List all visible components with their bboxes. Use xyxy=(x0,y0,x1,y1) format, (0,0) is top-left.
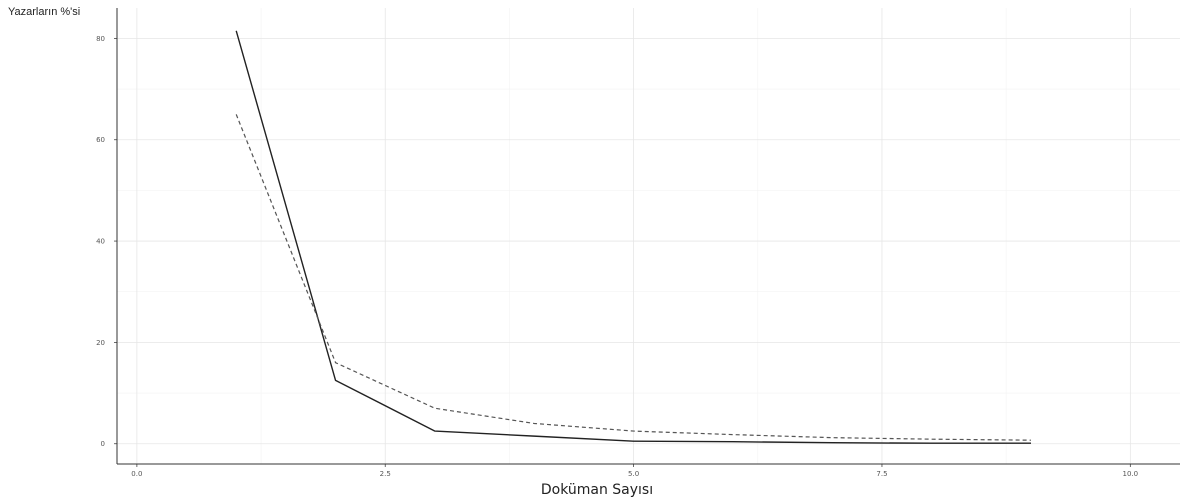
x-tick-label: 10.0 xyxy=(1123,470,1139,478)
grid-lines xyxy=(117,8,1180,464)
y-tick-label: 40 xyxy=(96,238,105,246)
y-tick-label: 80 xyxy=(96,35,105,43)
x-tick-labels: 0.0 2.5 5.0 7.5 10.0 xyxy=(131,470,1138,478)
x-tick-label: 7.5 xyxy=(876,470,887,478)
axes xyxy=(114,8,1180,467)
series-lines xyxy=(235,30,1031,444)
y-tick-label: 60 xyxy=(96,136,105,144)
series-line-solid xyxy=(235,30,1031,444)
y-tick-label: 0 xyxy=(101,440,105,448)
x-tick-label: 5.0 xyxy=(628,470,639,478)
y-axis-title: Yazarların %'si xyxy=(8,6,81,18)
x-tick-label: 2.5 xyxy=(380,470,391,478)
series-line-dashed xyxy=(235,114,1031,441)
y-tick-labels: 0 20 40 60 80 xyxy=(96,35,105,448)
y-tick-label: 20 xyxy=(96,339,105,347)
x-axis-title: Doküman Sayısı xyxy=(540,482,654,498)
x-tick-label: 0.0 xyxy=(131,470,142,478)
